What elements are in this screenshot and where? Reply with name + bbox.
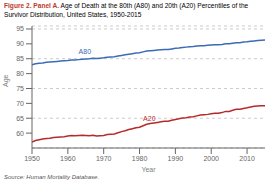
- svg-text:1980: 1980: [132, 155, 148, 162]
- svg-text:2000: 2000: [203, 155, 219, 162]
- html-text:Figure 2. Panel A. Age of Deat: Figure 2. Panel A. Age of Death at the 8…: [4, 2, 249, 18]
- html-text:Source: Human Mortality Databa: Source: Human Mortality Database.: [4, 174, 99, 180]
- svg-text:2010: 2010: [239, 155, 255, 162]
- svg-text:65: 65: [16, 115, 24, 122]
- svg-text:90: 90: [16, 40, 24, 47]
- svg-text:Year: Year: [141, 166, 156, 172]
- svg-text:1960: 1960: [60, 155, 76, 162]
- svg-text:60: 60: [16, 130, 24, 137]
- svg-text:A80: A80: [79, 48, 92, 55]
- svg-text:70: 70: [16, 100, 24, 107]
- svg-text:1970: 1970: [96, 155, 112, 162]
- svg-text:1950: 1950: [24, 155, 40, 162]
- svg-text:95: 95: [16, 25, 24, 32]
- svg-text:1990: 1990: [168, 155, 184, 162]
- svg-text:75: 75: [16, 85, 24, 92]
- svg-text:Age: Age: [8, 74, 10, 87]
- svg-text:80: 80: [16, 70, 24, 77]
- svg-text:A20: A20: [143, 115, 156, 122]
- svg-text:85: 85: [16, 55, 24, 62]
